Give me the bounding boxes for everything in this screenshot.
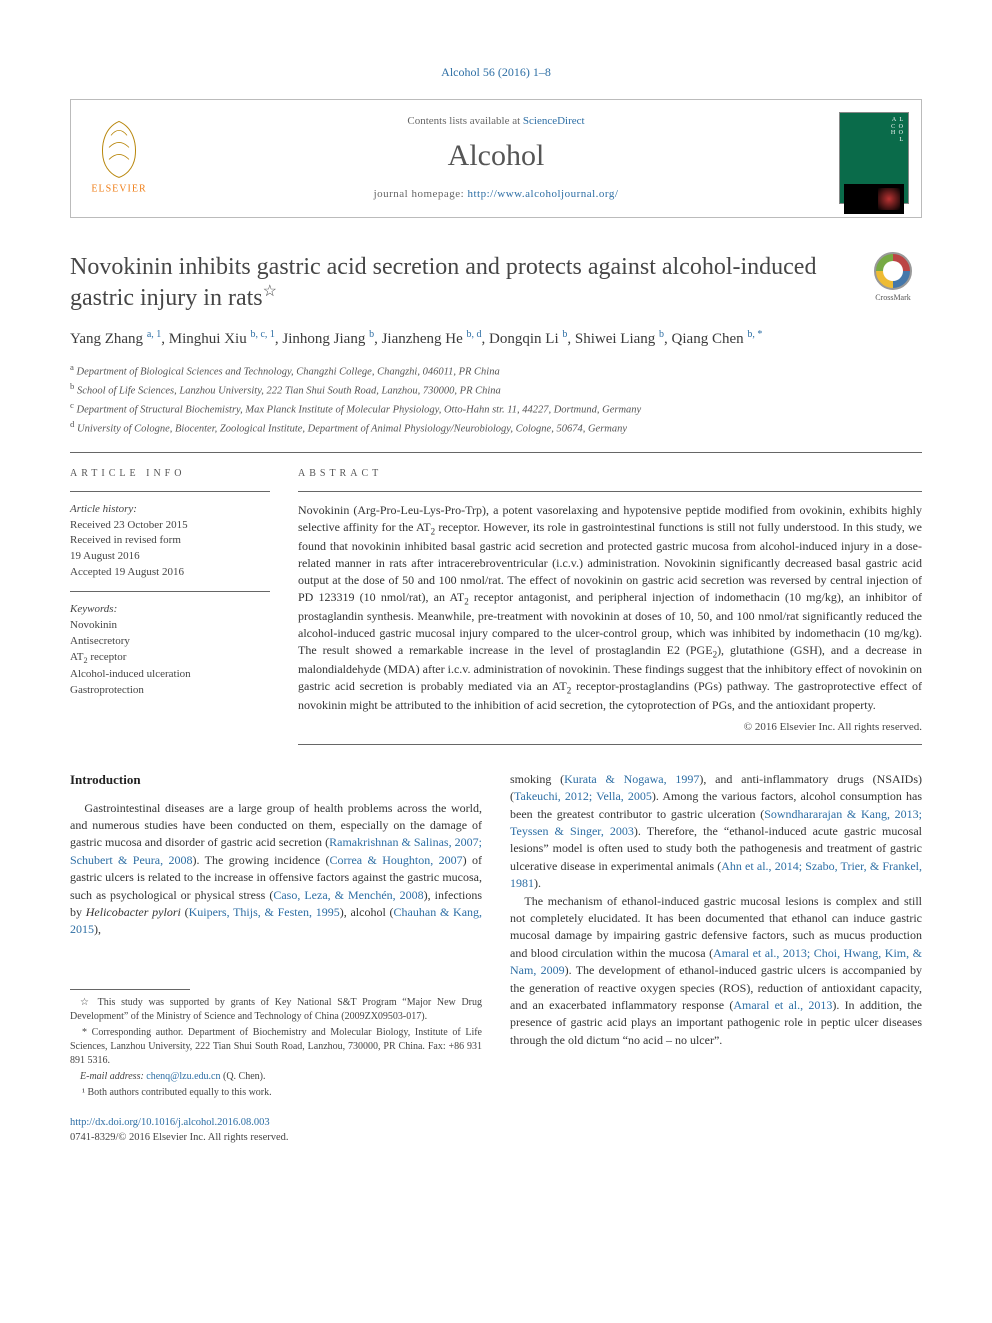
keyword: Alcohol-induced ulceration [70, 668, 191, 680]
crossmark-icon [874, 252, 912, 290]
body-paragraph: smoking (Kurata & Nogawa, 1997), and ant… [510, 771, 922, 893]
affiliations: a Department of Biological Sciences and … [70, 361, 922, 438]
contents-prefix: Contents lists available at [407, 115, 522, 127]
affiliation-line: a Department of Biological Sciences and … [70, 361, 922, 380]
affiliation-line: b School of Life Sciences, Lanzhou Unive… [70, 380, 922, 399]
journal-header-box: ELSEVIER A LC OH OL Contents lists avail… [70, 99, 922, 218]
abstract-copyright: © 2016 Elsevier Inc. All rights reserved… [298, 720, 922, 735]
history-line: Received 23 October 2015 [70, 519, 188, 531]
email-link[interactable]: chenq@lzu.edu.cn [146, 1071, 220, 1082]
title-footnote-star: ☆ [263, 283, 277, 300]
history-line: Received in revised form [70, 534, 181, 546]
body-column-right: smoking (Kurata & Nogawa, 1997), and ant… [510, 771, 922, 1102]
keyword: Antisecretory [70, 635, 130, 647]
homepage-line: journal homepage: http://www.alcoholjour… [191, 187, 801, 202]
keywords-block: Keywords: Novokinin Antisecretory AT2 rece… [70, 602, 270, 699]
affiliation-line: d University of Cologne, Biocenter, Zool… [70, 418, 922, 437]
article-history: Article history: Received 23 October 201… [70, 502, 270, 582]
abstract-rule [298, 491, 922, 492]
title-row: Novokinin inhibits gastric acid secretio… [70, 252, 922, 313]
title-text: Novokinin inhibits gastric acid secretio… [70, 254, 816, 311]
top-reference: Alcohol 56 (2016) 1–8 [70, 64, 922, 81]
footnote-rule [70, 989, 190, 990]
history-line: 19 August 2016 [70, 550, 140, 562]
homepage-link[interactable]: http://www.alcoholjournal.org/ [467, 188, 618, 200]
abstract-text: Novokinin (Arg-Pro-Leu-Lys-Pro-Trp), a p… [298, 502, 922, 715]
info-abstract-row: article info Article history: Received 2… [70, 467, 922, 745]
body-columns: Introduction Gastrointestinal diseases a… [70, 771, 922, 1102]
crossmark-badge[interactable]: CrossMark [864, 252, 922, 303]
issn-copyright: 0741-8329/© 2016 Elsevier Inc. All right… [70, 1132, 289, 1143]
section-rule [70, 452, 922, 453]
contents-line: Contents lists available at ScienceDirec… [191, 114, 801, 129]
journal-cover-thumbnail: A LC OH OL [839, 112, 909, 204]
homepage-prefix: journal homepage: [374, 188, 468, 200]
abstract-rule-bottom [298, 744, 922, 745]
doi-link[interactable]: http://dx.doi.org/10.1016/j.alcohol.2016… [70, 1117, 270, 1128]
body-column-left: Introduction Gastrointestinal diseases a… [70, 771, 482, 1102]
keyword: Novokinin [70, 619, 117, 631]
journal-name: Alcohol [191, 135, 801, 177]
footnotes: ☆ This study was supported by grants of … [70, 989, 482, 1100]
affiliation-line: c Department of Structural Biochemistry,… [70, 399, 922, 418]
keyword: Gastroprotection [70, 684, 144, 696]
page: Alcohol 56 (2016) 1–8 ELSEVIER A LC OH O… [0, 0, 992, 1185]
crossmark-label: CrossMark [864, 292, 922, 303]
cover-graphic [844, 184, 904, 214]
article-info-head: article info [70, 467, 270, 481]
email-label: E-mail address: [80, 1071, 146, 1082]
history-label: Article history: [70, 503, 137, 515]
keyword: AT2 receptor [70, 651, 126, 663]
funding-footnote: ☆ This study was supported by grants of … [70, 996, 482, 1024]
page-footer: http://dx.doi.org/10.1016/j.alcohol.2016… [70, 1116, 922, 1145]
article-info: article info Article history: Received 2… [70, 467, 270, 745]
elsevier-logo: ELSEVIER [83, 116, 155, 201]
introduction-heading: Introduction [70, 771, 482, 790]
equal-contrib-footnote: ¹ Both authors contributed equally to th… [70, 1086, 482, 1100]
email-footnote: E-mail address: chenq@lzu.edu.cn (Q. Che… [70, 1070, 482, 1084]
article-title: Novokinin inhibits gastric acid secretio… [70, 252, 844, 313]
authors-list: Yang Zhang a, 1, Minghui Xiu b, c, 1, Ji… [70, 327, 922, 351]
svg-text:ELSEVIER: ELSEVIER [91, 184, 146, 195]
info-rule [70, 591, 270, 592]
keywords-label: Keywords: [70, 603, 117, 615]
email-suffix: (Q. Chen). [220, 1071, 265, 1082]
body-paragraph: The mechanism of ethanol-induced gastric… [510, 893, 922, 1050]
info-rule [70, 491, 270, 492]
abstract-head: abstract [298, 467, 922, 481]
body-paragraph: Gastrointestinal diseases are a large gr… [70, 800, 482, 939]
cover-title: A LC OH OL [844, 117, 904, 143]
corresponding-footnote: * Corresponding author. Department of Bi… [70, 1026, 482, 1068]
sciencedirect-link[interactable]: ScienceDirect [523, 115, 585, 127]
history-line: Accepted 19 August 2016 [70, 566, 184, 578]
abstract: abstract Novokinin (Arg-Pro-Leu-Lys-Pro-… [298, 467, 922, 745]
